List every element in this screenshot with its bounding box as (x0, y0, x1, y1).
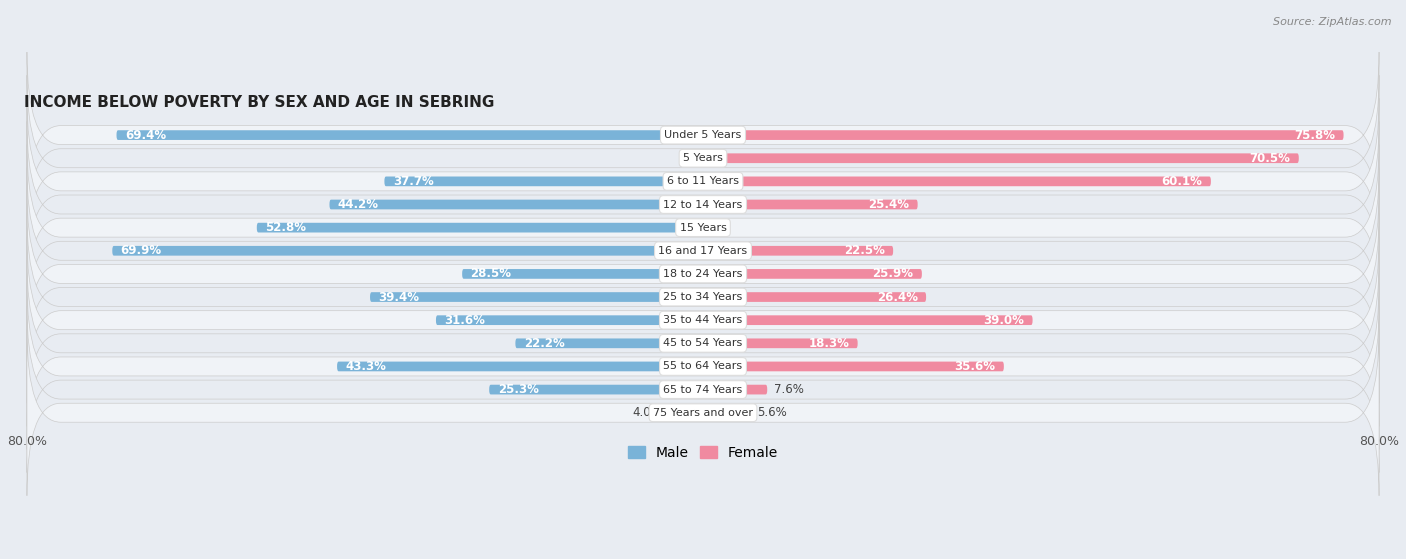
Text: 39.4%: 39.4% (378, 291, 419, 304)
Text: 22.2%: 22.2% (524, 337, 565, 350)
Legend: Male, Female: Male, Female (623, 440, 783, 466)
Text: 65 to 74 Years: 65 to 74 Years (664, 385, 742, 395)
Text: 69.9%: 69.9% (121, 244, 162, 257)
FancyBboxPatch shape (27, 214, 1379, 380)
FancyBboxPatch shape (27, 52, 1379, 218)
Text: 4.0%: 4.0% (633, 406, 662, 419)
FancyBboxPatch shape (384, 177, 703, 186)
FancyBboxPatch shape (703, 177, 1211, 186)
Text: 6 to 11 Years: 6 to 11 Years (666, 177, 740, 186)
Text: 35.6%: 35.6% (955, 360, 995, 373)
FancyBboxPatch shape (703, 315, 1032, 325)
Text: 15 Years: 15 Years (679, 222, 727, 233)
Text: Under 5 Years: Under 5 Years (665, 130, 741, 140)
Text: 60.1%: 60.1% (1161, 175, 1202, 188)
Text: 39.0%: 39.0% (983, 314, 1024, 326)
FancyBboxPatch shape (27, 75, 1379, 241)
FancyBboxPatch shape (703, 130, 1344, 140)
FancyBboxPatch shape (27, 306, 1379, 473)
FancyBboxPatch shape (370, 292, 703, 302)
Text: INCOME BELOW POVERTY BY SEX AND AGE IN SEBRING: INCOME BELOW POVERTY BY SEX AND AGE IN S… (24, 96, 495, 110)
Text: 52.8%: 52.8% (266, 221, 307, 234)
Text: 18 to 24 Years: 18 to 24 Years (664, 269, 742, 279)
Text: 5 Years: 5 Years (683, 153, 723, 163)
Text: Source: ZipAtlas.com: Source: ZipAtlas.com (1274, 17, 1392, 27)
Text: 44.2%: 44.2% (337, 198, 380, 211)
Text: 25.9%: 25.9% (872, 267, 914, 281)
Text: 70.5%: 70.5% (1250, 151, 1291, 165)
FancyBboxPatch shape (436, 315, 703, 325)
FancyBboxPatch shape (703, 292, 927, 302)
FancyBboxPatch shape (463, 269, 703, 279)
Text: 75 Years and over: 75 Years and over (652, 408, 754, 418)
FancyBboxPatch shape (27, 98, 1379, 264)
FancyBboxPatch shape (27, 191, 1379, 357)
FancyBboxPatch shape (27, 121, 1379, 287)
FancyBboxPatch shape (703, 338, 858, 348)
FancyBboxPatch shape (337, 362, 703, 371)
Text: 25.4%: 25.4% (868, 198, 910, 211)
Text: 16 and 17 Years: 16 and 17 Years (658, 246, 748, 256)
Text: 43.3%: 43.3% (346, 360, 387, 373)
Text: 25.3%: 25.3% (498, 383, 538, 396)
FancyBboxPatch shape (112, 246, 703, 255)
FancyBboxPatch shape (669, 408, 703, 418)
FancyBboxPatch shape (117, 130, 703, 140)
FancyBboxPatch shape (27, 237, 1379, 403)
Text: 28.5%: 28.5% (471, 267, 512, 281)
FancyBboxPatch shape (329, 200, 703, 210)
Text: 55 to 64 Years: 55 to 64 Years (664, 362, 742, 371)
Text: 26.4%: 26.4% (877, 291, 918, 304)
Text: 18.3%: 18.3% (808, 337, 849, 350)
FancyBboxPatch shape (257, 223, 703, 233)
FancyBboxPatch shape (703, 385, 768, 395)
Text: 75.8%: 75.8% (1294, 129, 1336, 141)
Text: 22.5%: 22.5% (844, 244, 884, 257)
FancyBboxPatch shape (703, 408, 751, 418)
Text: 12 to 14 Years: 12 to 14 Years (664, 200, 742, 210)
Text: 25 to 34 Years: 25 to 34 Years (664, 292, 742, 302)
FancyBboxPatch shape (703, 200, 918, 210)
Text: 5.6%: 5.6% (756, 406, 787, 419)
FancyBboxPatch shape (703, 269, 922, 279)
FancyBboxPatch shape (27, 283, 1379, 449)
Text: 37.7%: 37.7% (392, 175, 433, 188)
Text: 69.4%: 69.4% (125, 129, 166, 141)
FancyBboxPatch shape (703, 362, 1004, 371)
FancyBboxPatch shape (27, 145, 1379, 311)
FancyBboxPatch shape (703, 246, 893, 255)
FancyBboxPatch shape (516, 338, 703, 348)
Text: 7.6%: 7.6% (773, 383, 804, 396)
FancyBboxPatch shape (703, 153, 1299, 163)
Text: 35 to 44 Years: 35 to 44 Years (664, 315, 742, 325)
FancyBboxPatch shape (27, 168, 1379, 334)
Text: 31.6%: 31.6% (444, 314, 485, 326)
FancyBboxPatch shape (27, 330, 1379, 496)
Text: 45 to 54 Years: 45 to 54 Years (664, 338, 742, 348)
FancyBboxPatch shape (27, 260, 1379, 427)
FancyBboxPatch shape (489, 385, 703, 395)
